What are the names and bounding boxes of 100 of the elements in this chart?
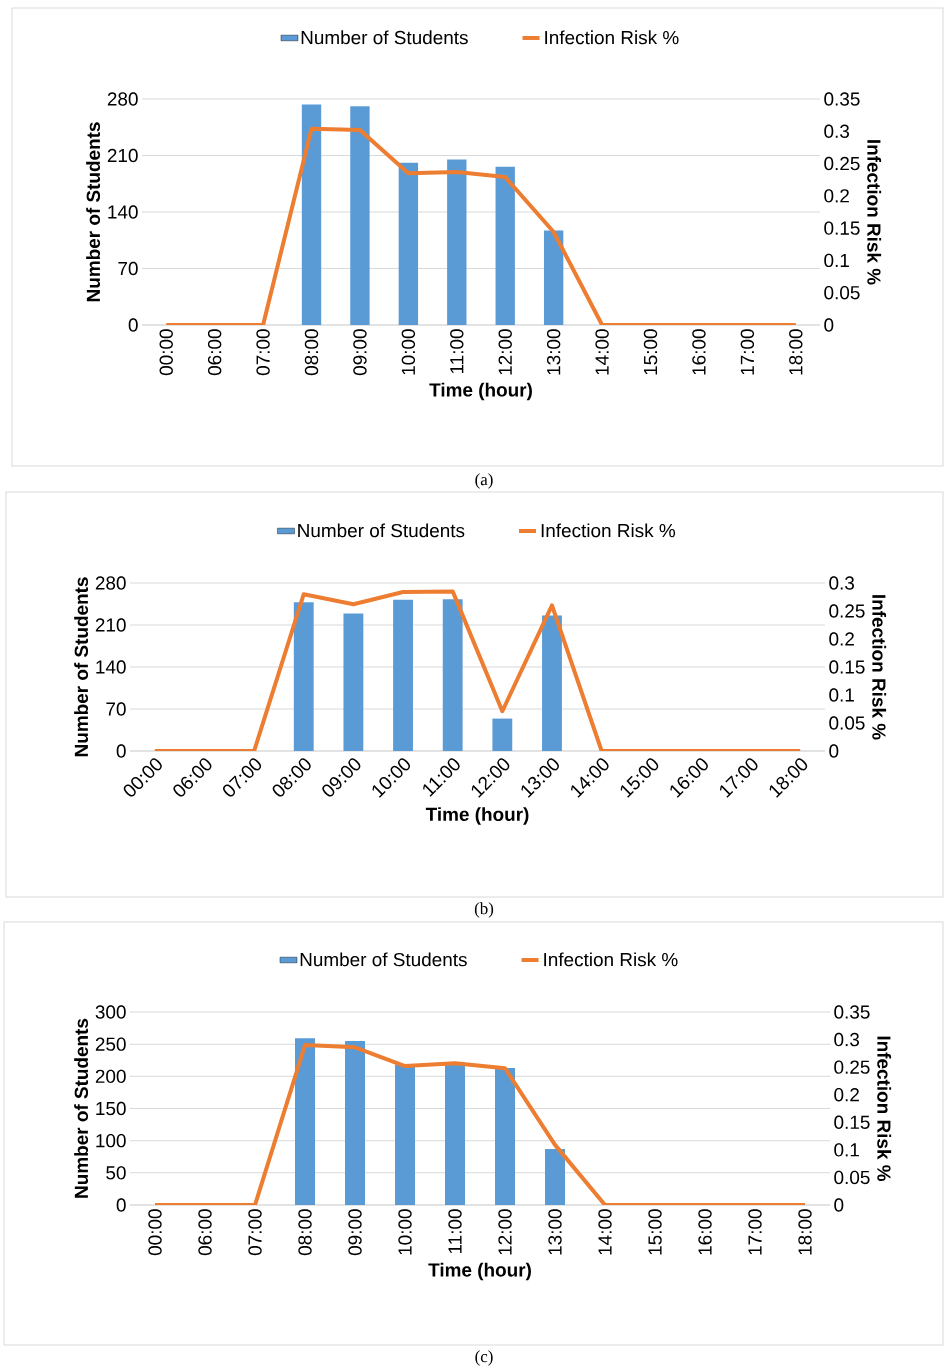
y2-tick-label: 0.05	[829, 716, 865, 730]
y-tick-label: 70	[118, 261, 138, 276]
x-tick-label: 13:00	[548, 1209, 562, 1255]
bar	[398, 162, 419, 325]
x-tick-label: 17:00	[748, 1209, 762, 1255]
bar	[345, 1040, 366, 1205]
y-tick-label: 300	[95, 1005, 126, 1019]
bar	[350, 106, 370, 325]
y2-tick-label: 0.1	[824, 253, 849, 268]
y2-tick-label: 0.2	[829, 632, 854, 646]
x-tick-label: 12:00	[498, 329, 512, 375]
legend-label: Number of Students	[298, 523, 465, 538]
y2-tick-label: 0.35	[834, 1005, 870, 1019]
x-tick-label: 16:00	[698, 1209, 712, 1255]
y-axis-title: Number of Students	[74, 1018, 89, 1198]
y-axis-title: Number of Students	[86, 122, 101, 302]
y-tick-label: 210	[107, 148, 138, 163]
y2-tick-label: 0.05	[834, 1170, 870, 1185]
x-tick-label: 00:00	[148, 1209, 162, 1256]
text: (a)	[475, 473, 493, 489]
y2-tick-label: 0	[829, 744, 839, 758]
y-tick-label: 100	[96, 1133, 126, 1148]
text: (c)	[475, 1350, 493, 1366]
bar	[293, 602, 314, 751]
y2-tick-label: 0.15	[829, 660, 865, 674]
y-tick-label: 140	[96, 660, 126, 674]
y2-tick-label: 0.2	[824, 189, 849, 203]
y2-tick-label: 0.3	[824, 124, 850, 138]
x-tick-label: 14:00	[595, 329, 609, 375]
legend-label: Infection Risk %	[544, 952, 678, 967]
y2-tick-label: 0.1	[834, 1143, 859, 1157]
y2-tick-label: 0.3	[834, 1032, 860, 1047]
x-axis-title: Time (hour)	[425, 807, 529, 825]
y2-tick-label: 0.2	[834, 1088, 859, 1102]
bar	[447, 159, 467, 325]
y-tick-label: 280	[107, 92, 138, 106]
legend-label: Number of Students	[301, 30, 468, 45]
bar	[295, 1038, 316, 1205]
y2-tick-label: 0.05	[824, 285, 860, 300]
y-tick-label: 150	[96, 1101, 126, 1116]
x-tick-label: 09:00	[348, 1209, 362, 1256]
x-tick-label: 13:00	[546, 329, 561, 375]
bar	[301, 104, 322, 325]
y2-axis-title: Infection Risk %	[877, 1036, 892, 1182]
y2-tick-label: 0.3	[829, 576, 855, 590]
x-tick-label: 07:00	[256, 329, 270, 376]
y2-tick-label: 0.15	[834, 1115, 870, 1129]
y2-tick-label: 0.1	[829, 688, 854, 702]
bar	[495, 1067, 516, 1205]
x-tick-label: 17:00	[740, 329, 755, 375]
text: (b)	[474, 902, 494, 918]
y-tick-label: 200	[95, 1069, 126, 1084]
x-tick-label: 09:00	[353, 329, 367, 376]
legend-label: Infection Risk %	[541, 523, 676, 538]
x-tick-label: 00:00	[159, 329, 173, 376]
bar	[442, 599, 463, 751]
y-tick-label: 0	[128, 318, 138, 332]
y-tick-label: 0	[116, 744, 126, 758]
x-tick-label: 07:00	[248, 1209, 262, 1256]
x-tick-label: 08:00	[304, 329, 319, 376]
legend-label: Number of Students	[300, 952, 467, 967]
x-tick-label: 06:00	[198, 1209, 212, 1256]
x-tick-label: 12:00	[498, 1209, 512, 1255]
x-tick-label: 06:00	[207, 329, 222, 376]
x-tick-label: 16:00	[692, 329, 706, 375]
y2-tick-label: 0.25	[829, 604, 865, 618]
y-tick-label: 210	[95, 618, 126, 632]
y-tick-label: 0	[116, 1198, 126, 1212]
bar	[395, 1064, 416, 1205]
y2-tick-label: 0.25	[824, 156, 860, 171]
y2-axis-title: Infection Risk %	[872, 595, 887, 740]
x-tick-label: 10:00	[398, 1209, 412, 1255]
bar	[542, 615, 562, 751]
y2-tick-label: 0	[824, 318, 834, 332]
y2-tick-label: 0.15	[824, 221, 860, 235]
y-tick-label: 280	[95, 576, 126, 590]
bar	[343, 613, 364, 751]
legend-label: Infection Risk %	[545, 30, 679, 45]
y2-tick-label: 0.25	[834, 1060, 870, 1074]
y2-axis-title: Infection Risk %	[867, 140, 882, 285]
y2-tick-label: 0	[834, 1198, 844, 1212]
y-tick-label: 250	[95, 1037, 126, 1051]
x-axis-title: Time (hour)	[429, 382, 532, 401]
x-tick-label: 15:00	[643, 329, 658, 375]
y-tick-label: 50	[106, 1166, 126, 1180]
x-tick-label: 15:00	[648, 1209, 662, 1255]
x-tick-label: 14:00	[598, 1209, 612, 1255]
bar	[492, 718, 513, 751]
x-tick-label: 08:00	[298, 1209, 312, 1256]
y-tick-label: 140	[108, 205, 138, 219]
bar	[445, 1062, 466, 1205]
x-axis-title: Time (hour)	[428, 1262, 531, 1281]
x-tick-label: 10:00	[401, 329, 416, 375]
x-tick-label: 18:00	[798, 1209, 812, 1255]
bar	[545, 1149, 566, 1205]
y-tick-label: 70	[106, 702, 126, 716]
x-tick-label: 11:00	[448, 1209, 462, 1254]
bar	[393, 599, 413, 751]
x-tick-label: 18:00	[789, 329, 803, 375]
y2-tick-label: 0.35	[824, 92, 860, 106]
